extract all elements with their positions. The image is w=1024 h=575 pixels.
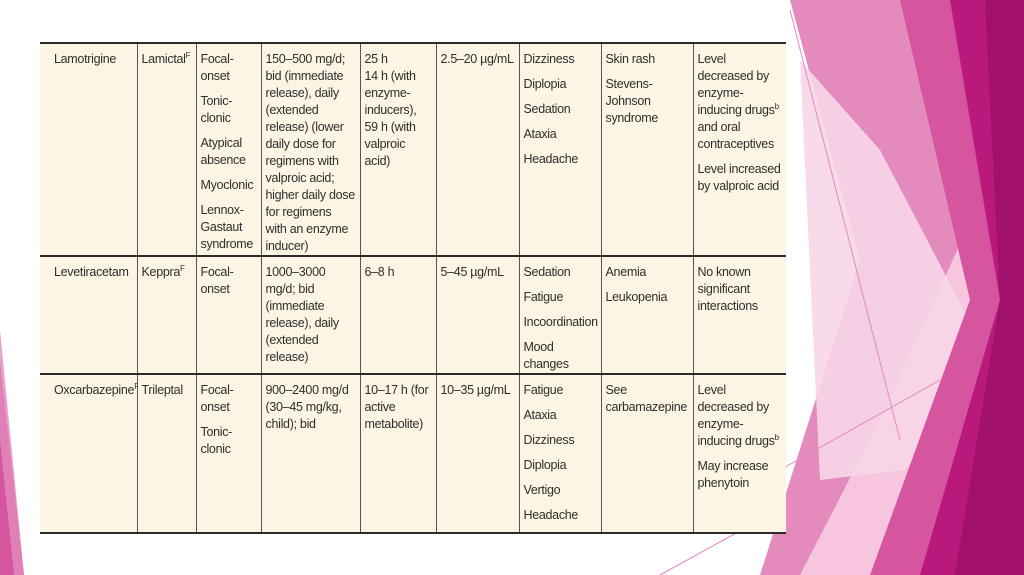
cell-drug: Lamotrigine xyxy=(54,52,117,66)
cell-half-life: 6–8 h xyxy=(359,255,436,374)
cell-serious-effects: Skin rash Stevens-Johnson syndrome xyxy=(600,44,693,256)
cell-brand: LamictalF xyxy=(136,44,196,256)
pink-band-mid xyxy=(870,0,1000,575)
cell-dosage: 150–500 mg/d; bid (immediate release), d… xyxy=(260,44,360,256)
cell-serious-effects: See carbamazepine xyxy=(600,373,693,532)
cell-interactions: No known significant interactions xyxy=(692,255,786,374)
cell-therapeutic-level: 10–35 µg/mL xyxy=(435,373,519,532)
pink-facet-soft xyxy=(800,60,990,480)
cell-brand: KeppraF xyxy=(136,255,196,374)
cell-half-life: 10–17 h (for active metabolite) xyxy=(359,373,436,532)
cell-half-life: 25 h 14 h (with enzyme-inducers), 59 h (… xyxy=(359,44,436,256)
magenta-band-inner xyxy=(955,0,1024,575)
cell-dosage: 1000–3000 mg/d; bid (immediate release),… xyxy=(260,255,360,374)
cell-seizure-types: Focal-onset Tonic-clonic Atypical absenc… xyxy=(195,44,261,256)
cell-interactions: Level decreased by enzyme-inducing drugs… xyxy=(692,373,786,532)
thin-line-1 xyxy=(789,9,901,441)
cell-seizure-types: Focal-onset xyxy=(195,255,261,374)
cell-drug: Levetiracetam xyxy=(40,255,137,374)
cell-therapeutic-level: 5–45 µg/mL xyxy=(435,255,519,374)
table-row: OxcarbazepineF Trileptal Focal-onset Ton… xyxy=(40,373,786,532)
cell-common-effects: Dizziness Diplopia Sedation Ataxia Heada… xyxy=(518,44,601,256)
cell-brand: Trileptal xyxy=(136,373,196,532)
drug-table-image: Lamotrigine LamictalF Focal-onset Tonic-… xyxy=(40,42,786,534)
cell-therapeutic-level: 2.5–20 µg/mL xyxy=(435,44,519,256)
cell-common-effects: Sedation Fatigue Incoordination Mood cha… xyxy=(518,255,601,374)
cell-serious-effects: Anemia Leukopenia xyxy=(600,255,693,374)
pink-wedge-left-light xyxy=(0,330,24,575)
table-row: Levetiracetam KeppraF Focal-onset 1000–3… xyxy=(40,255,786,374)
thin-line-2 xyxy=(779,379,941,471)
cell-dosage: 900–2400 mg/d (30–45 mg/kg, child); bid xyxy=(260,373,360,532)
table-row: Lamotrigine LamictalF Focal-onset Tonic-… xyxy=(40,44,786,256)
cell-seizure-types: Focal-onset Tonic-clonic xyxy=(195,373,261,532)
cell-interactions: Level decreased by enzyme-inducing drugs… xyxy=(692,44,786,256)
cell-drug: OxcarbazepineF xyxy=(40,373,137,532)
cell-common-effects: Fatigue Ataxia Dizziness Diplopia Vertig… xyxy=(518,373,601,532)
antiseizure-drug-table: Lamotrigine LamictalF Focal-onset Tonic-… xyxy=(40,44,786,532)
